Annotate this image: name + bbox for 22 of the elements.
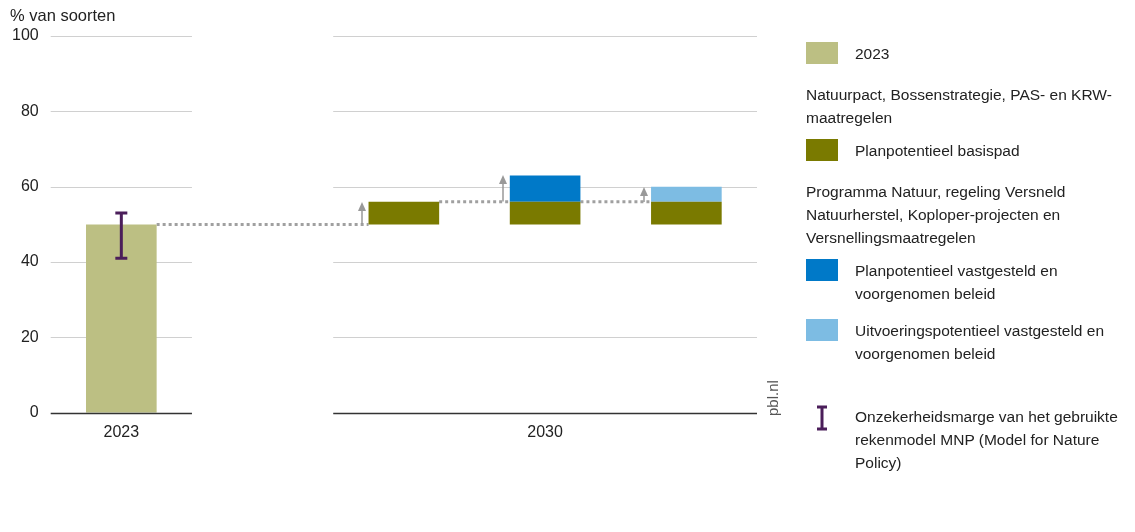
y-axis-title: % van soorten: [10, 6, 116, 25]
y-tick-label: 60: [20, 177, 39, 195]
text: Natuurpact, Bossenstrategie, PAS- en KRW-maatregelen: [806, 85, 1113, 128]
bar: [368, 201, 440, 225]
text: Onzekerheidsmarge van het gebruikte rekenmodel MNP (Model for Nature Policy): [855, 407, 1119, 473]
legend-label: Uitvoeringspotentieel vastgesteld en voorgenomen beleid: [855, 321, 1105, 364]
bar: [651, 186, 722, 202]
y-tick-label: 100: [11, 26, 39, 44]
text: pbl.nl: [764, 380, 781, 416]
legend-label: 2023: [855, 44, 890, 64]
bar: [509, 201, 581, 225]
y-tick-label: 20: [20, 327, 39, 345]
y-tick-label: 80: [20, 101, 39, 119]
text: Programma Natuur, regeling Versneld Natuurherstel, Koploper-projecten en Versnellingsmaatregelen: [806, 182, 1067, 248]
x-tick-label: 2030: [527, 422, 564, 440]
bar: [86, 224, 157, 413]
legend-label: Planpotentieel vastgesteld en voorgenomen beleid: [855, 261, 1059, 304]
bar: [651, 201, 722, 225]
bar: [509, 175, 581, 202]
legend-label: Planpotentieel basispad: [855, 141, 1020, 161]
y-tick-label: 0: [29, 403, 39, 421]
y-tick-label: 40: [20, 252, 39, 270]
